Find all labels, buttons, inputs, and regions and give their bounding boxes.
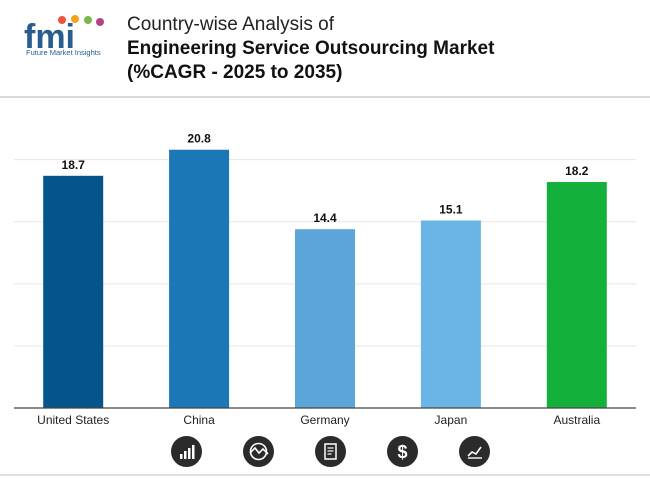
header: fmi Future Market Insights Country-wise … <box>0 0 650 96</box>
fmi-logo: fmi <box>24 15 104 56</box>
data-label: 18.2 <box>565 164 589 178</box>
logo-text: fmi <box>24 18 75 56</box>
report-icon[interactable] <box>315 436 346 467</box>
x-tick-label: Germany <box>300 413 349 427</box>
chart-title-line1: Country-wise Analysis of <box>127 14 334 35</box>
trend-globe-icon[interactable] <box>243 436 274 467</box>
chart-title-line2: Engineering Service Outsourcing Market <box>127 38 495 59</box>
bar-japan <box>420 220 481 408</box>
bar-united-states <box>43 175 104 408</box>
line-chart-icon[interactable] <box>459 436 490 467</box>
bar-chart: 18.7 United States 20.8 China 14.4 Germany 15.… <box>14 132 636 427</box>
svg-text:$: $ <box>397 442 407 462</box>
data-label: 18.7 <box>62 158 86 172</box>
footer-divider <box>0 474 650 476</box>
bar-australia <box>546 182 607 408</box>
x-tick-label: China <box>183 413 215 427</box>
x-tick-label: Japan <box>435 413 468 427</box>
data-label: 20.8 <box>187 132 211 146</box>
x-tick-label: United States <box>37 413 109 427</box>
bar-germany <box>295 229 355 408</box>
data-label: 14.4 <box>313 211 337 225</box>
header-divider <box>0 96 650 98</box>
bar-china <box>169 149 230 408</box>
data-label: 15.1 <box>439 203 463 217</box>
x-tick-label: Australia <box>553 413 600 427</box>
logo-caption: Future Market Insights <box>26 48 101 57</box>
chart-title-line3: (%CAGR - 2025 to 2035) <box>127 62 343 83</box>
footer-icon-row: $ <box>0 436 650 470</box>
dollar-icon[interactable]: $ <box>387 436 418 467</box>
bar-chart-icon[interactable] <box>171 436 202 467</box>
